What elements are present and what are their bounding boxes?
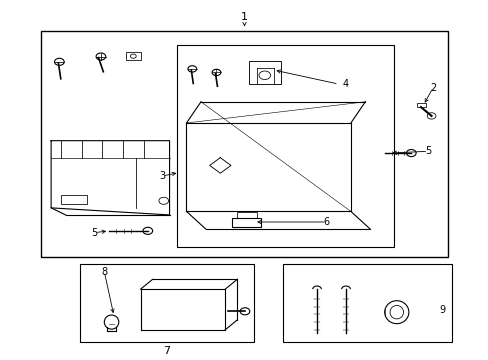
Text: 5: 5	[91, 228, 98, 238]
Text: 8: 8	[101, 266, 107, 276]
Bar	[80, 265, 254, 342]
Bar	[61, 195, 87, 204]
Bar	[416, 103, 425, 107]
Text: 5: 5	[424, 146, 430, 156]
Bar	[41, 31, 447, 257]
Bar	[237, 212, 256, 218]
Bar	[249, 61, 280, 84]
Text: 1: 1	[241, 12, 247, 22]
Bar	[177, 45, 393, 247]
Text: 3: 3	[159, 171, 165, 181]
Text: 7: 7	[163, 346, 170, 356]
Text: 6: 6	[323, 217, 329, 227]
Bar	[283, 265, 451, 342]
Text: 2: 2	[429, 83, 435, 93]
Bar	[232, 218, 261, 226]
Text: 9: 9	[439, 305, 445, 315]
Text: 4: 4	[342, 79, 348, 89]
